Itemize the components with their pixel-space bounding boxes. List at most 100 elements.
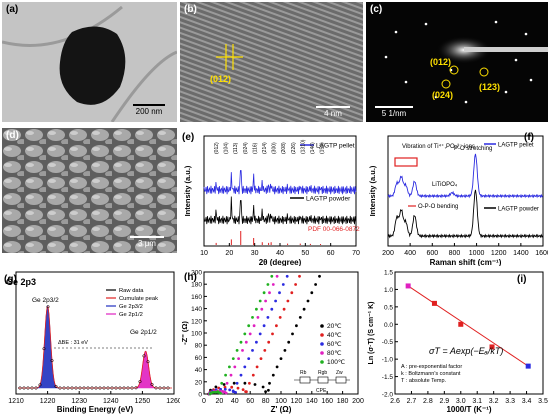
xps-raw-point — [58, 386, 62, 390]
eis-ytick-label: 80 — [195, 343, 203, 350]
eis-point-2 — [255, 340, 258, 344]
xps-label-2p32: Ge 2p3/2 — [32, 297, 59, 304]
eis-point-1 — [236, 386, 240, 390]
xps-xtick-label: 1210 — [8, 398, 24, 405]
eis-point-0 — [295, 324, 298, 328]
raman-series-1 — [387, 189, 544, 239]
xps-xtick-label: 1240 — [103, 398, 119, 405]
eis-point-1 — [294, 283, 297, 286]
eis-circuit-label-cpe: CPE — [316, 388, 327, 394]
arrhenius-ytick-label: -1.5 — [382, 374, 394, 381]
eis-point-0 — [261, 385, 265, 389]
eis-legend-marker-1 — [320, 333, 324, 337]
raman-xtick-label: 200 — [382, 250, 394, 257]
xrd-peak-label: (104) — [224, 142, 230, 154]
xps-xtick-label: 1260 — [166, 398, 180, 405]
panel-d-scalebar: 3 μm — [127, 236, 167, 248]
arrhenius-xtick-label: 2.8 — [423, 398, 433, 405]
xps-xtick-label: 1250 — [135, 398, 151, 405]
arrhenius-xtick-label: 3.4 — [522, 398, 532, 405]
arrhenius-note-0: A : pre-exponential factor — [401, 364, 462, 370]
panel-h-eis-chart: (h) 0 20 40 60 80 100 120 140 160 180 200 0 20 40 60 80 1… — [182, 268, 365, 415]
eis-point-4 — [235, 349, 239, 352]
arrhenius-fit-line — [407, 285, 529, 367]
lattice-spacing-marker — [216, 44, 243, 70]
eis-point-2 — [285, 274, 289, 278]
eis-point-2 — [243, 365, 247, 369]
arrhenius-ytick-label: 0.0 — [384, 322, 393, 329]
arrhenius-point — [458, 321, 464, 327]
eis-legend-0: 20℃ — [327, 323, 342, 330]
xps-plot: (g)Ge 2p3 1210 1220 1230 1240 1250 1260 Binding… — [4, 271, 180, 414]
xps-raw-point — [50, 359, 54, 363]
raman-xtick-label: 800 — [449, 250, 461, 257]
eis-point-2 — [247, 357, 251, 360]
eis-ytick-label: 0 — [198, 392, 202, 399]
panel-d-label: (d) — [6, 130, 19, 141]
arrhenius-point — [489, 344, 495, 350]
arrhenius-point — [431, 300, 437, 306]
arrhenius-ytick-label: 0.5 — [384, 304, 393, 311]
eis-ytick-label: 140 — [191, 306, 202, 313]
eis-legend-marker-3 — [320, 351, 324, 355]
eis-ytick-label: 40 — [195, 367, 203, 374]
eis-point-2 — [251, 349, 254, 352]
eis-point-1 — [278, 316, 282, 319]
eis-point-1 — [282, 307, 286, 311]
eis-xtick-label: 0 — [202, 398, 206, 405]
xps-title: Ge 2p3 — [6, 277, 36, 287]
eis-point-0 — [283, 349, 287, 352]
raman-ylabel: Intensity (a.u.) — [368, 165, 377, 216]
eis-point-4 — [219, 392, 222, 395]
eis-point-2 — [239, 373, 243, 377]
raman-legend-powder: LAGTP powder — [498, 207, 539, 213]
xps-raw-point — [142, 354, 146, 358]
eis-point-1 — [230, 385, 234, 389]
panel-f-raman-chart: (f) 200 400 600 800 1000 1200 1400 1600 Raman shi… — [366, 128, 548, 266]
eis-legend-1: 40℃ — [327, 332, 342, 339]
xrd-peak-label: (300) — [272, 142, 278, 154]
xrd-xtick-label: 10 — [200, 250, 208, 257]
raman-xlabel: Raman shift (cm⁻¹) — [430, 258, 502, 266]
eis-legend-2: 60℃ — [327, 341, 342, 348]
eis-point-2 — [262, 324, 266, 328]
arrhenius-point — [525, 363, 531, 369]
raman-xtick-label: 1000 — [469, 250, 485, 257]
xps-raw-point — [66, 386, 70, 390]
eis-point-0 — [310, 291, 314, 295]
eis-xtick-label: 160 — [321, 398, 333, 405]
raman-xtick-label: 1400 — [513, 250, 529, 257]
xps-raw-point — [158, 386, 162, 390]
eis-xtick-label: 40 — [231, 398, 239, 405]
xrd-peak-label: (214) — [262, 142, 268, 154]
xrd-xtick-label: 20 — [225, 250, 233, 257]
arrhenius-point — [405, 283, 411, 289]
arrhenius-xtick-label: 3.5 — [538, 398, 548, 405]
xps-raw-point — [122, 386, 126, 390]
eis-point-0 — [318, 274, 321, 278]
xps-raw-point — [26, 386, 30, 390]
eis-point-2 — [223, 387, 227, 391]
eis-ytick-label: 120 — [191, 318, 202, 325]
xps-raw-point — [98, 386, 102, 390]
eis-ytick-label: 20 — [195, 379, 203, 386]
eis-ytick-label: 100 — [191, 331, 202, 338]
arrhenius-note-1: k : Boltzmann's constant — [401, 371, 461, 377]
xps-raw-point — [154, 386, 158, 390]
eis-point-1 — [248, 381, 251, 385]
xrd-peak-label: (024) — [243, 142, 249, 154]
xps-raw-point — [138, 380, 142, 384]
xrd-series-0 — [203, 170, 357, 195]
arrhenius-xtick-label: 3.3 — [505, 398, 515, 405]
eis-point-0 — [287, 340, 291, 344]
eis-point-1 — [244, 390, 247, 393]
eis-point-2 — [278, 291, 281, 295]
xps-raw-point — [94, 386, 98, 390]
eis-point-4 — [255, 307, 258, 311]
raman-annotation-vibration: Vibration of Ti⁴⁺,PO₄³⁻ ions — [402, 143, 475, 150]
xps-raw-point — [46, 305, 50, 309]
xps-raw-point — [118, 386, 122, 390]
eis-xtick-label: 120 — [291, 398, 303, 405]
xps-raw-point — [114, 386, 118, 390]
eis-point-0 — [298, 316, 302, 319]
